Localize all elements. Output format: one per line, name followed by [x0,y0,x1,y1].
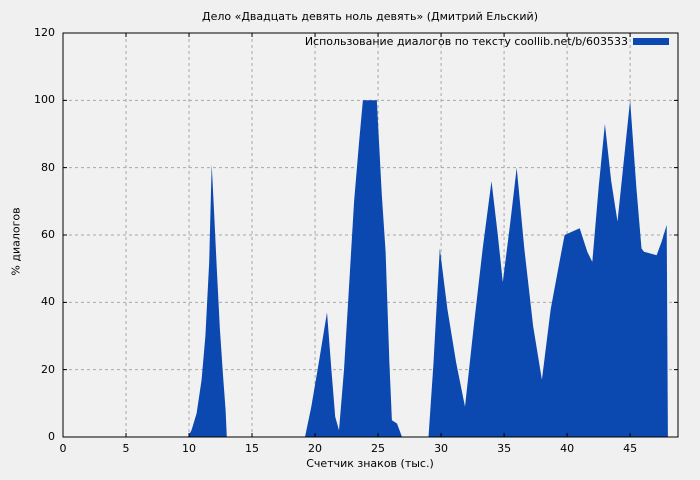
y-tick-label: 100 [34,93,55,107]
area-series [63,100,668,438]
legend-label: Использование диалогов по тексту coollib… [304,35,628,48]
x-tick-label: 20 [308,442,323,455]
x-tick-label: 40 [560,442,575,455]
x-axis-label: Счетчик знаков (тыс.) [306,457,434,470]
y-tick-label: 40 [41,295,55,309]
axis-ticks [62,32,678,438]
y-tick-label: 60 [41,228,55,241]
x-tick-label: 10 [182,442,197,455]
y-tick-label: 20 [41,362,55,376]
x-tick-label: 5 [122,442,130,455]
chart-title: Дело «Двадцать девять ноль девять» (Дмит… [201,10,539,23]
y-tick-label: 120 [34,26,55,39]
x-tick-label: 25 [371,442,386,455]
legend-swatch [633,38,669,45]
y-tick-label: 80 [41,160,55,174]
x-tick-label: 45 [623,442,638,455]
x-tick-label: 35 [497,442,512,455]
x-tick-label: 15 [245,442,260,455]
x-tick-label: 30 [434,442,449,455]
y-tick-label: 0 [48,430,55,443]
x-tick-label: 0 [59,442,67,455]
